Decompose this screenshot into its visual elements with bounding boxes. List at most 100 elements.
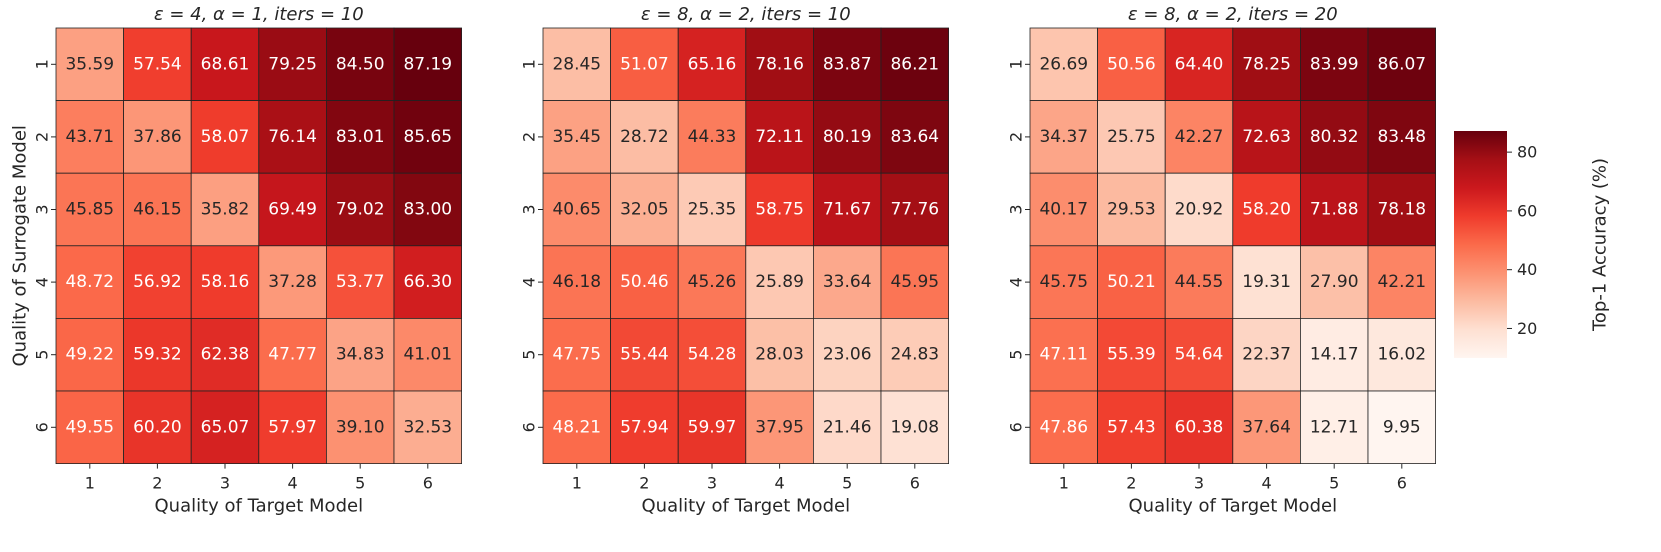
cell-value-label: 79.02 (336, 200, 385, 220)
cell-value-label: 45.85 (65, 200, 114, 220)
cell-value-label: 53.77 (336, 272, 385, 292)
cell-value-label: 58.16 (201, 272, 250, 292)
cell-value-label: 58.75 (755, 200, 804, 220)
cell-value-label: 50.46 (620, 272, 669, 292)
cell-value-label: 47.11 (1039, 345, 1088, 365)
x-tick-label: 3 (220, 474, 230, 493)
cell-value-label: 86.07 (1377, 54, 1426, 74)
heatmap-cell (190, 317, 260, 392)
heatmap-cell (1029, 27, 1098, 101)
heatmap-cell (677, 317, 747, 392)
heatmap-cell (880, 390, 949, 464)
heatmap-cell (325, 172, 395, 247)
y-tick-label: 5 (33, 350, 52, 360)
x-tick-label: 4 (1262, 474, 1272, 493)
cell-value-label: 71.67 (823, 200, 872, 220)
cell-value-label: 34.37 (1039, 127, 1088, 147)
x-tick-label: 1 (572, 474, 582, 493)
x-tick-label: 2 (639, 474, 649, 493)
y-tick-label: 2 (33, 132, 52, 142)
cell-value-label: 40.65 (552, 200, 601, 220)
panel-title: ε = 4, α = 1, iters = 10 (154, 4, 364, 25)
cell-value-label: 20.92 (1175, 200, 1224, 220)
colorbar-gradient (1454, 131, 1507, 358)
cell-value-label: 86.21 (890, 54, 939, 74)
heatmap-cell (325, 27, 395, 101)
heatmap-cell (880, 100, 949, 174)
heatmap-cell (258, 245, 327, 319)
panel-title: ε = 8, α = 2, iters = 20 (1128, 4, 1338, 25)
y-tick-label: 3 (520, 204, 539, 214)
cell-value-label: 56.92 (133, 272, 182, 292)
cell-value-label: 54.64 (1175, 345, 1224, 365)
cell-value-label: 78.25 (1242, 54, 1291, 74)
y-tick-label: 6 (1007, 422, 1026, 432)
cell-value-label: 21.46 (823, 417, 872, 437)
heatmap-cell (1029, 390, 1098, 464)
cell-value-label: 37.28 (268, 272, 317, 292)
cell-value-label: 83.87 (823, 54, 872, 74)
cell-value-label: 44.33 (688, 127, 737, 147)
panel-title: ε = 8, α = 2, iters = 10 (641, 4, 851, 25)
heatmap-cell (393, 317, 462, 392)
y-tick-label: 1 (1007, 59, 1026, 69)
cell-value-label: 78.18 (1377, 200, 1426, 220)
cell-value-label: 84.50 (336, 54, 385, 74)
cell-value-label: 58.20 (1242, 200, 1291, 220)
cell-value-label: 49.55 (65, 417, 114, 437)
cell-value-label: 65.16 (688, 54, 737, 74)
cell-value-label: 77.76 (890, 200, 939, 220)
heatmap-cell (745, 172, 814, 247)
heatmap-cell (393, 390, 462, 464)
cell-value-label: 62.38 (201, 345, 250, 365)
cell-value-label: 22.37 (1242, 345, 1291, 365)
colorbar-tick-label: 60 (1517, 201, 1537, 220)
cell-value-label: 26.69 (1039, 54, 1088, 74)
heatmap-cell (677, 100, 747, 174)
cell-value-label: 60.20 (133, 417, 182, 437)
heatmap-cell (393, 245, 462, 319)
cell-value-label: 9.95 (1383, 417, 1421, 437)
heatmap-cell (745, 100, 814, 174)
cell-value-label: 47.77 (268, 345, 317, 365)
y-tick-label: 4 (33, 277, 52, 287)
x-tick-label: 4 (288, 474, 298, 493)
cell-value-label: 47.75 (552, 345, 601, 365)
x-tick-label: 5 (842, 474, 852, 493)
heatmap-cell (1097, 27, 1166, 101)
cell-value-label: 37.86 (133, 127, 182, 147)
cell-value-label: 25.35 (688, 200, 737, 220)
x-tick-label: 3 (1194, 474, 1204, 493)
cell-value-label: 45.95 (890, 272, 939, 292)
heatmap-cell (1164, 27, 1234, 101)
heatmap-cell (258, 317, 327, 392)
cell-value-label: 39.10 (336, 417, 385, 437)
cell-value-label: 57.97 (268, 417, 317, 437)
cell-value-label: 59.32 (133, 345, 182, 365)
heatmap-cell (1097, 317, 1166, 392)
cell-value-label: 46.15 (133, 200, 182, 220)
heatmap-cell (1300, 390, 1369, 464)
heatmap-cell (542, 27, 611, 101)
heatmap-cell (190, 245, 260, 319)
y-tick-label: 6 (33, 422, 52, 432)
cell-value-label: 48.72 (65, 272, 114, 292)
cell-value-label: 80.32 (1310, 127, 1359, 147)
cell-value-label: 33.64 (823, 272, 872, 292)
heatmap-cell (325, 245, 395, 319)
heatmap-cell (1164, 390, 1234, 464)
y-axis-label: Quality of Surrogate Model (10, 125, 31, 366)
heatmap-cell (55, 27, 124, 101)
heatmap-cell (190, 27, 260, 101)
cell-value-label: 51.07 (620, 54, 669, 74)
y-tick-label: 3 (1007, 204, 1026, 214)
heatmap-cell (1232, 390, 1301, 464)
cell-value-label: 83.99 (1310, 54, 1359, 74)
cell-value-label: 44.55 (1175, 272, 1224, 292)
cell-value-label: 87.19 (403, 54, 452, 74)
heatmap-cell (880, 245, 949, 319)
heatmap-cell (1367, 317, 1436, 392)
heatmap-cell (55, 317, 124, 392)
cell-value-label: 55.44 (620, 345, 669, 365)
x-tick-label: 1 (1059, 474, 1069, 493)
